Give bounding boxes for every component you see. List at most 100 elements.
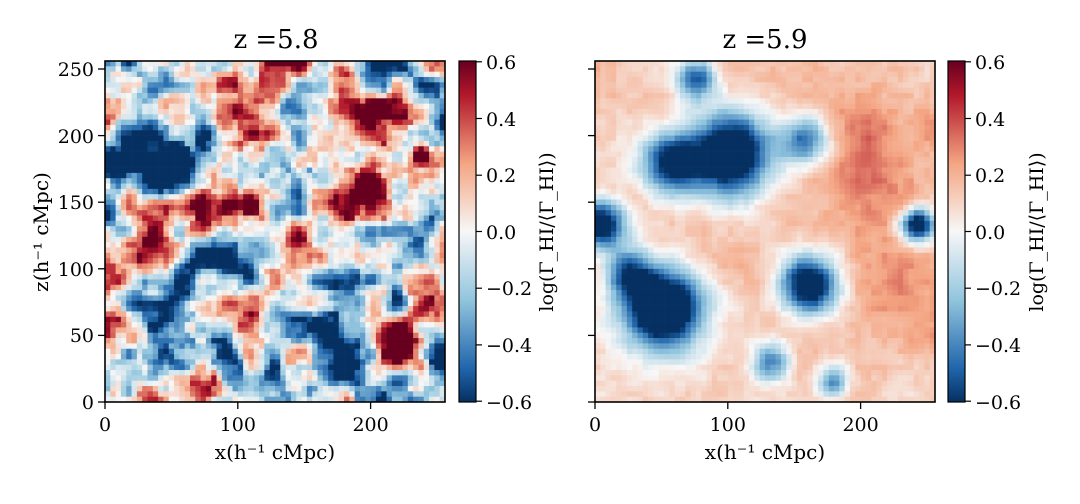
- heatmap-cell: [312, 135, 318, 142]
- heatmap-cell: [365, 327, 371, 334]
- heatmap-cell: [115, 290, 122, 296]
- heatmap-cell: [131, 343, 138, 350]
- heatmap-cell: [227, 204, 233, 211]
- heatmap-cell: [147, 279, 154, 286]
- heatmap-cell: [237, 71, 244, 78]
- heatmap-cell: [179, 252, 186, 259]
- heatmap-cell: [243, 151, 249, 158]
- heatmap-cell: [216, 380, 223, 387]
- heatmap-cell: [174, 359, 180, 366]
- heatmap-cell: [418, 338, 425, 344]
- heatmap-cell: [126, 370, 132, 376]
- heatmap-cell: [312, 370, 318, 376]
- heatmap-cell: [269, 103, 276, 110]
- heatmap-cell: [605, 295, 612, 302]
- heatmap-cell: [120, 311, 127, 318]
- heatmap-cell: [184, 316, 191, 323]
- heatmap-cell: [365, 274, 371, 280]
- heatmap-cell: [333, 343, 340, 350]
- heatmap-cell: [402, 300, 409, 307]
- heatmap-cell: [163, 263, 170, 270]
- heatmap-cell: [248, 263, 255, 270]
- heatmap-cell: [131, 215, 138, 222]
- heatmap-cell: [184, 167, 191, 174]
- heatmap-cell: [136, 98, 143, 104]
- heatmap-cell: [142, 220, 148, 227]
- heatmap-cell: [354, 194, 361, 200]
- heatmap-cell: [195, 354, 201, 360]
- heatmap-cell: [600, 204, 606, 211]
- heatmap-cell: [200, 391, 207, 398]
- heatmap-cell: [360, 348, 366, 355]
- heatmap-cell: [402, 284, 409, 291]
- heatmap-cell: [290, 114, 297, 120]
- heatmap-cell: [200, 316, 207, 323]
- heatmap-cell: [413, 135, 419, 142]
- heatmap-cell: [658, 61, 665, 67]
- heatmap-cell: [402, 290, 409, 296]
- heatmap-cell: [642, 274, 649, 280]
- heatmap-cell: [344, 274, 350, 280]
- heatmap-cell: [439, 199, 446, 206]
- heatmap-cell: [610, 114, 617, 120]
- heatmap-cell: [653, 119, 660, 126]
- heatmap-cell: [312, 391, 318, 398]
- heatmap-cell: [407, 247, 414, 254]
- heatmap-cell: [216, 236, 223, 243]
- heatmap-cell: [275, 178, 281, 184]
- heatmap-cell: [423, 71, 430, 78]
- heatmap-cell: [190, 311, 196, 318]
- heatmap-cell: [429, 284, 435, 291]
- heatmap-cell: [317, 98, 324, 104]
- heatmap-cell: [126, 135, 132, 142]
- heatmap-cell: [110, 263, 116, 270]
- heatmap-cell: [136, 215, 143, 222]
- heatmap-cell: [152, 71, 159, 78]
- heatmap-cell: [136, 178, 143, 184]
- heatmap-cell: [402, 274, 409, 280]
- heatmap-cell: [120, 146, 127, 152]
- heatmap-cell: [195, 87, 201, 94]
- heatmap-cell: [142, 146, 148, 152]
- heatmap-cell: [126, 311, 132, 318]
- heatmap-cell: [275, 71, 281, 78]
- heatmap-cell: [216, 114, 223, 120]
- heatmap-cell: [397, 252, 403, 259]
- heatmap-cell: [616, 151, 622, 158]
- heatmap-cell: [333, 375, 340, 382]
- heatmap-cell: [632, 199, 638, 206]
- heatmap-cell: [595, 322, 601, 328]
- heatmap-cell: [285, 130, 292, 136]
- heatmap-cell: [338, 194, 345, 200]
- heatmap-cell: [131, 108, 138, 115]
- heatmap-cell: [317, 290, 324, 296]
- heatmap-cell: [221, 103, 228, 110]
- heatmap-cell: [142, 66, 148, 73]
- heatmap-cell: [115, 178, 122, 184]
- heatmap-cell: [322, 183, 329, 190]
- heatmap-cell: [621, 87, 628, 94]
- heatmap-cell: [290, 183, 297, 190]
- heatmap-cell: [301, 396, 308, 403]
- heatmap-cell: [429, 76, 435, 83]
- heatmap-cell: [312, 252, 318, 259]
- heatmap-cell: [296, 290, 302, 296]
- heatmap-cell: [322, 231, 329, 238]
- heatmap-cell: [413, 140, 419, 147]
- heatmap-cell: [243, 316, 249, 323]
- heatmap-cell: [381, 279, 387, 286]
- heatmap-cell: [333, 220, 340, 227]
- heatmap-cell: [237, 380, 244, 387]
- heatmap-cell: [163, 61, 170, 67]
- heatmap-cell: [407, 242, 414, 248]
- heatmap-cell: [232, 199, 239, 206]
- heatmap-cell: [105, 61, 111, 67]
- heatmap-cell: [354, 215, 361, 222]
- heatmap-cell: [338, 274, 345, 280]
- heatmap-cell: [211, 284, 217, 291]
- heatmap-cell: [253, 380, 260, 387]
- heatmap-cell: [168, 226, 175, 232]
- heatmap-cell: [115, 348, 122, 355]
- heatmap-cell: [290, 268, 297, 275]
- heatmap-cell: [285, 263, 292, 270]
